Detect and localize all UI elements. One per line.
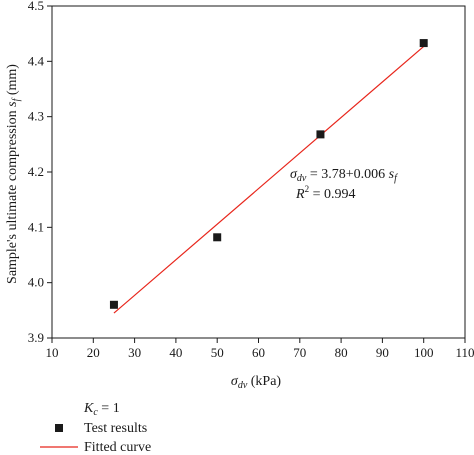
equation-body: = 3.78+0.006 (306, 167, 388, 182)
equation-subscript: dv (297, 173, 307, 184)
y-tick-label: 4.4 (28, 53, 45, 68)
x-tick-label: 60 (252, 345, 265, 360)
y-axis-symbol: s (5, 101, 20, 107)
x-tick-label: 20 (87, 345, 100, 360)
y-tick-label: 4.1 (28, 219, 44, 234)
x-tick-label: 50 (211, 345, 224, 360)
y-tick-label: 4.3 (28, 109, 44, 124)
y-tick-label: 4.2 (28, 164, 44, 179)
r-squared-symbol: R (295, 187, 305, 202)
fitted-curve-line (113, 45, 425, 314)
legend-header-value: = 1 (98, 401, 120, 416)
y-axis-text: Sample's ultimate compression (5, 107, 20, 284)
data-point (213, 233, 222, 242)
legend-header-subscript: c (93, 407, 98, 418)
r-squared: R2 = 0.994 (295, 184, 355, 202)
equation-variable: s (389, 167, 395, 182)
x-tick-label: 30 (128, 345, 141, 360)
x-axis-symbol: σ (231, 374, 239, 389)
y-tick-label: 4.5 (28, 0, 44, 13)
x-tick-label: 70 (293, 345, 306, 360)
r-squared-exponent: 2 (305, 184, 310, 194)
axis-ticks: 10 20 30 40 50 60 70 80 90 100 110 3.9 4.0 4.1 4.2 4.3 4… (28, 0, 474, 360)
y-axis-label: Sample's ultimate compression sf (mm) (5, 64, 22, 284)
x-axis-subscript: dv (238, 380, 248, 391)
data-point (316, 130, 325, 139)
x-tick-label: 80 (335, 345, 348, 360)
r-squared-value: = 0.994 (309, 187, 355, 202)
legend: Kc = 1 Test results Fitted curve (40, 401, 151, 455)
y-tick-label: 3.9 (28, 330, 44, 345)
y-axis-unit: (mm) (5, 64, 20, 99)
legend-header-symbol: K (83, 401, 94, 416)
data-point (109, 300, 118, 309)
x-tick-label: 40 (169, 345, 182, 360)
x-tick-label: 110 (455, 345, 474, 360)
data-marks (109, 39, 428, 314)
legend-label-test-results: Test results (84, 421, 147, 436)
legend-label-fitted-curve: Fitted curve (84, 440, 151, 455)
plot-frame (51, 5, 466, 339)
legend-marker-test-results (55, 424, 63, 432)
equation-symbol: σ (290, 167, 298, 182)
y-tick-label: 4.0 (28, 275, 44, 290)
data-point (419, 39, 428, 48)
legend-header: Kc = 1 (83, 401, 120, 418)
plot-area (51, 5, 466, 339)
x-tick-label: 90 (376, 345, 389, 360)
y-axis-subscript: f (11, 97, 22, 101)
x-axis-unit: (kPa) (247, 374, 281, 389)
x-tick-label: 100 (414, 345, 434, 360)
fit-equation: σdv = 3.78+0.006 sf (290, 167, 398, 184)
x-tick-label: 10 (46, 345, 59, 360)
equation-variable-subscript: f (394, 173, 398, 184)
x-axis-label: σdv (kPa) (231, 374, 282, 391)
